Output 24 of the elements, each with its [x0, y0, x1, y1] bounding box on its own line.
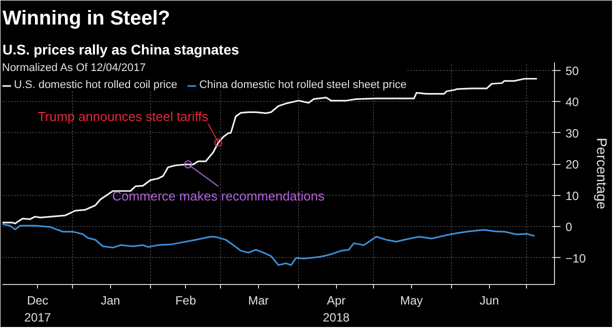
x-tick-label: Jun — [480, 294, 499, 308]
y-tick-label: 40 — [566, 95, 580, 110]
y-tick-label: 10 — [566, 188, 580, 203]
x-tick-label: Apr 2018 — [322, 294, 350, 324]
y-tick-label: −10 — [566, 251, 586, 266]
chart-subtitle: U.S. prices rally as China stagnates — [2, 42, 240, 58]
line-series — [2, 78, 538, 224]
x-tick-label: Mar — [248, 294, 269, 308]
y-tick-label: 20 — [566, 158, 580, 172]
x-tick-label: Jan — [100, 294, 120, 308]
y-tick-label: 0 — [566, 220, 572, 234]
chart-title: Winning in Steel? — [2, 8, 170, 30]
x-tick-label: Feb — [175, 294, 196, 308]
annotation: Commerce makes recommendations — [112, 188, 325, 204]
legend-label: China domestic hot rolled steel sheet price — [199, 79, 407, 91]
legend-title: Normalized As Of 12/04/2017 — [2, 62, 147, 74]
legend-label: U.S. domestic hot rolled coil price — [14, 79, 178, 91]
y-tick-label: 50 — [566, 64, 580, 78]
x-tick-label: Dec 2017 — [24, 294, 52, 324]
y-tick-label: 30 — [566, 126, 580, 140]
annotation: Trump announces steel tariffs — [38, 108, 209, 124]
y-axis-title: Percentage — [594, 138, 610, 210]
x-tick-label: May — [400, 294, 423, 308]
line-series — [2, 223, 536, 266]
